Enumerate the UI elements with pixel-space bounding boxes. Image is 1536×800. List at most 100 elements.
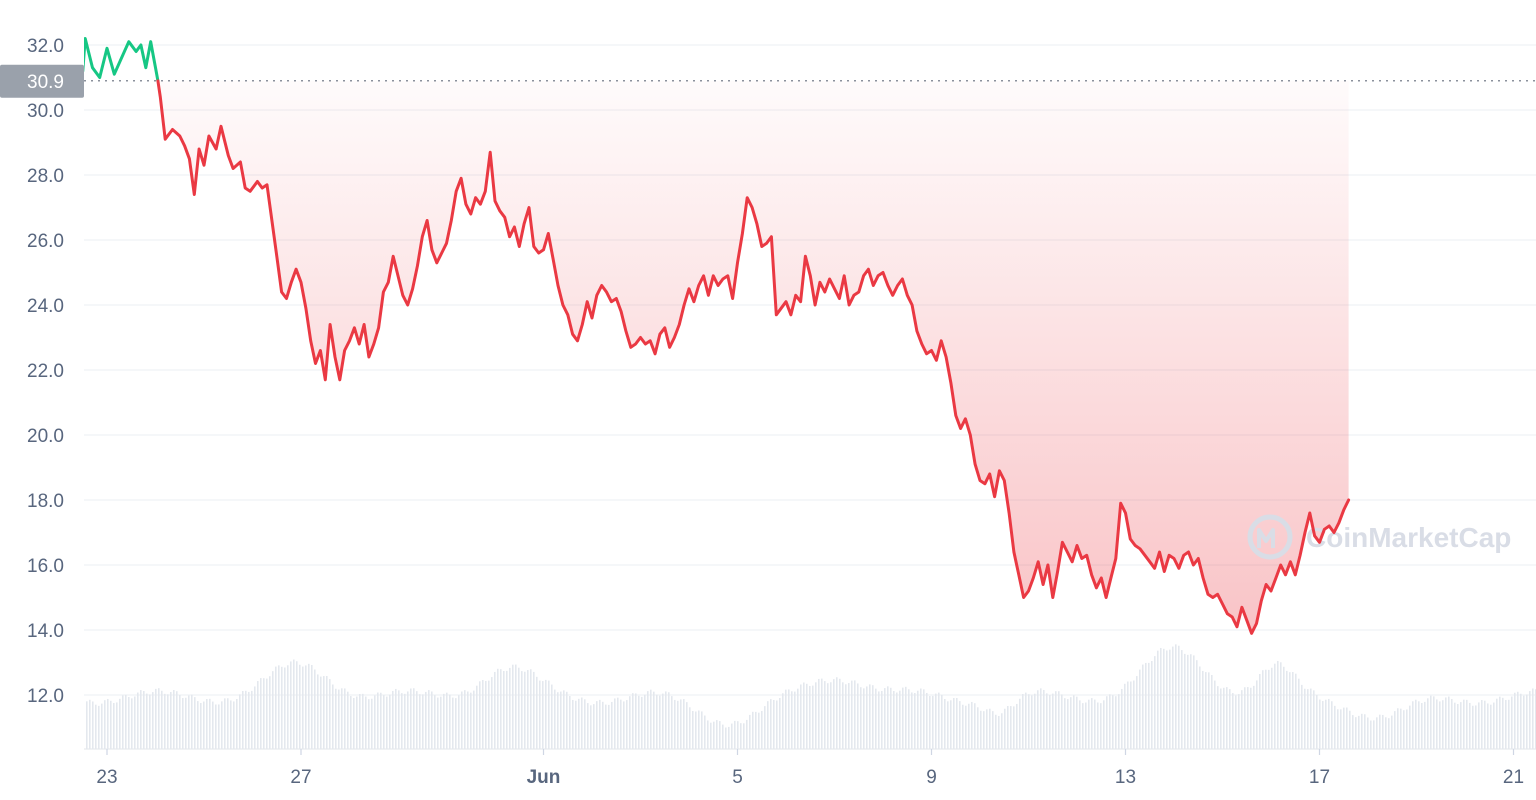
volume-bar bbox=[1322, 701, 1324, 749]
volume-bar bbox=[359, 694, 361, 749]
volume-bars bbox=[86, 644, 1536, 749]
volume-bar bbox=[347, 691, 349, 749]
volume-bar bbox=[530, 669, 532, 749]
volume-bar bbox=[1355, 717, 1357, 749]
volume-bar bbox=[617, 697, 619, 749]
volume-bar bbox=[1391, 715, 1393, 749]
volume-bar bbox=[1145, 662, 1147, 749]
volume-bar bbox=[1292, 672, 1294, 749]
volume-bar bbox=[1184, 653, 1186, 749]
volume-bar bbox=[1250, 687, 1252, 749]
volume-bar bbox=[494, 671, 496, 749]
volume-bar bbox=[1160, 647, 1162, 749]
volume-bar bbox=[413, 688, 415, 749]
volume-bar bbox=[533, 671, 535, 749]
volume-bar bbox=[539, 680, 541, 749]
volume-bar bbox=[542, 681, 544, 749]
y-tick-label: 32.0 bbox=[27, 36, 64, 57]
volume-bar bbox=[1283, 666, 1285, 749]
volume-bar bbox=[1121, 688, 1123, 749]
volume-bar bbox=[1253, 685, 1255, 749]
volume-bar bbox=[1415, 699, 1417, 749]
volume-bar bbox=[713, 721, 715, 749]
volume-bar bbox=[1349, 710, 1351, 749]
volume-bar bbox=[1190, 654, 1192, 749]
volume-bar bbox=[1013, 706, 1015, 749]
volume-bar bbox=[653, 691, 655, 749]
volume-bar bbox=[668, 692, 670, 749]
volume-bar bbox=[1424, 701, 1426, 749]
volume-bar bbox=[818, 678, 820, 749]
volume-bar bbox=[401, 693, 403, 749]
volume-bar bbox=[569, 696, 571, 749]
volume-bar bbox=[491, 677, 493, 749]
volume-bar bbox=[1223, 687, 1225, 749]
volume-bar bbox=[206, 699, 208, 749]
volume-bar bbox=[695, 711, 697, 749]
volume-bar bbox=[881, 690, 883, 749]
volume-bar bbox=[515, 664, 517, 749]
volume-bar bbox=[605, 704, 607, 749]
volume-bar bbox=[428, 690, 430, 749]
volume-bar bbox=[1439, 701, 1441, 749]
volume-bar bbox=[1532, 688, 1534, 749]
volume-bar bbox=[980, 710, 982, 749]
volume-bar bbox=[908, 689, 910, 749]
watermark: CoinMarketCap bbox=[1247, 514, 1511, 560]
volume-bar bbox=[911, 692, 913, 749]
volume-bar bbox=[1421, 702, 1423, 749]
volume-bar bbox=[821, 678, 823, 749]
reference-price-tag: 30.9 bbox=[0, 64, 84, 98]
volume-bar bbox=[545, 679, 547, 749]
volume-bar bbox=[1058, 691, 1060, 749]
volume-bar bbox=[1133, 680, 1135, 749]
volume-bar bbox=[482, 680, 484, 749]
volume-bar bbox=[380, 692, 382, 749]
volume-bar bbox=[1241, 690, 1243, 749]
volume-bar bbox=[965, 705, 967, 749]
volume-bar bbox=[1517, 691, 1519, 749]
volume-bar bbox=[998, 715, 1000, 749]
volume-bar bbox=[1478, 702, 1480, 749]
volume-bar bbox=[716, 720, 718, 749]
volume-bar bbox=[479, 681, 481, 749]
volume-bar bbox=[371, 698, 373, 749]
volume-bar bbox=[1520, 693, 1522, 749]
volume-bar bbox=[1124, 683, 1126, 749]
volume-bar bbox=[392, 690, 394, 749]
volume-bar bbox=[464, 690, 466, 749]
volume-bar bbox=[1397, 708, 1399, 749]
volume-bar bbox=[1103, 700, 1105, 749]
reference-price-badge bbox=[0, 64, 84, 98]
volume-bar bbox=[812, 685, 814, 749]
volume-bar bbox=[581, 697, 583, 749]
volume-bar bbox=[1031, 695, 1033, 749]
volume-bar bbox=[665, 691, 667, 749]
volume-bar bbox=[683, 699, 685, 749]
volume-bar bbox=[593, 704, 595, 749]
volume-bar bbox=[92, 701, 94, 749]
volume-bar bbox=[524, 671, 526, 749]
volume-bar bbox=[1373, 720, 1375, 749]
volume-bar bbox=[101, 703, 103, 749]
volume-bar bbox=[1079, 700, 1081, 749]
volume-bar bbox=[1187, 654, 1189, 749]
volume-bar bbox=[161, 690, 163, 749]
volume-bar bbox=[1328, 698, 1330, 749]
volume-bar bbox=[179, 694, 181, 749]
volume-bar bbox=[176, 691, 178, 749]
volume-bar bbox=[608, 704, 610, 749]
volume-bar bbox=[1409, 705, 1411, 749]
y-tick-label: 18.0 bbox=[27, 491, 64, 512]
volume-bar bbox=[1235, 695, 1237, 749]
volume-bar bbox=[974, 703, 976, 749]
volume-bar bbox=[1280, 662, 1282, 749]
volume-bar bbox=[1493, 702, 1495, 749]
volume-bar bbox=[167, 694, 169, 749]
volume-bar bbox=[689, 707, 691, 749]
volume-bar bbox=[1382, 714, 1384, 749]
volume-bar bbox=[926, 692, 928, 749]
volume-bar bbox=[1139, 669, 1141, 749]
volume-bar bbox=[1061, 694, 1063, 749]
x-tick-label: 9 bbox=[926, 767, 937, 788]
